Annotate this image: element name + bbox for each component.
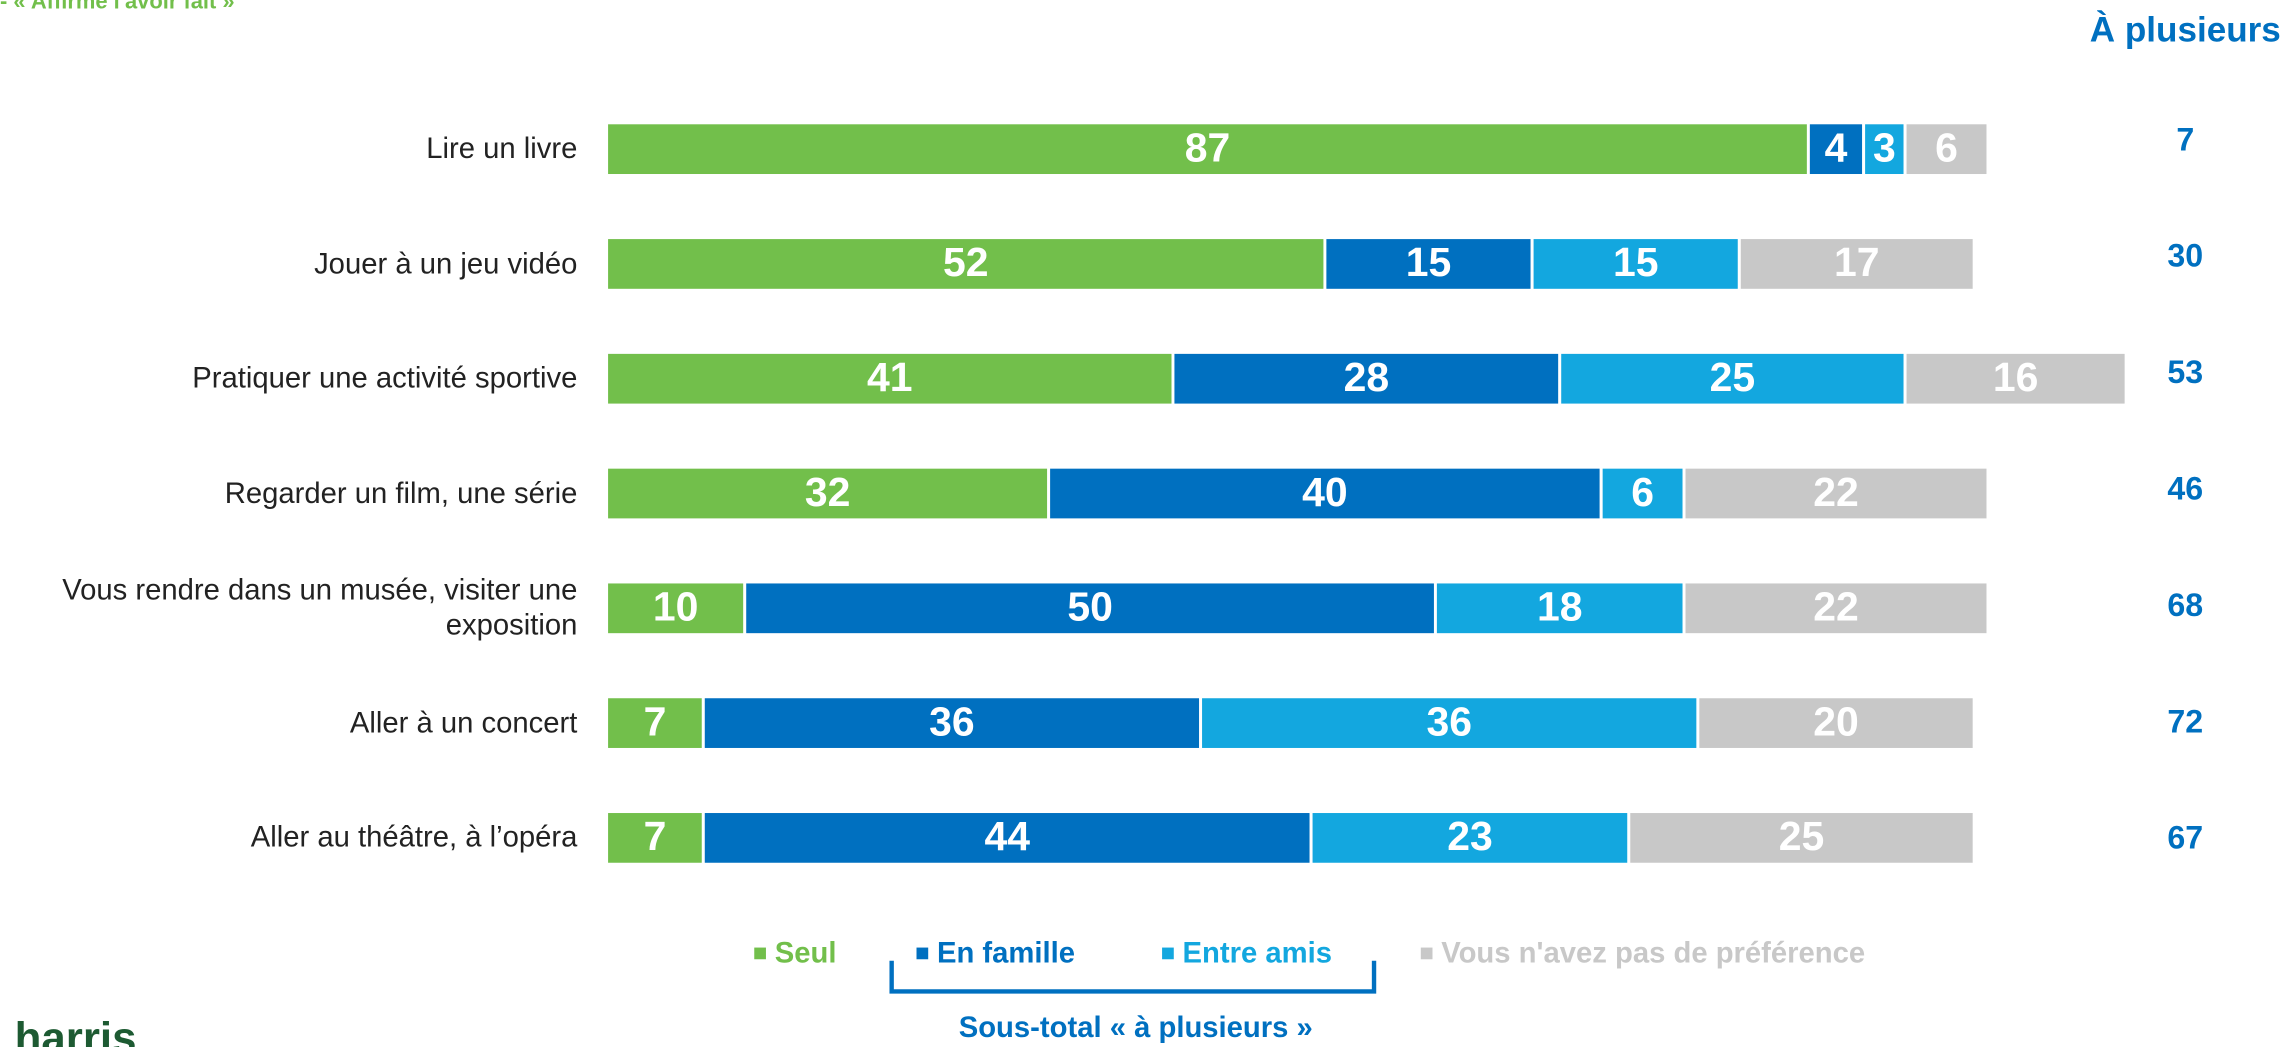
legend-swatch (1420, 947, 1433, 960)
bar-segment (605, 350, 1175, 407)
category-label-box: Lire un livre (426, 133, 578, 166)
bar-segment (605, 695, 705, 751)
legend-label: En famille (937, 938, 1075, 970)
bar-segment (1047, 465, 1603, 522)
value-label: 22 (1813, 584, 1859, 630)
value-label: 4 (1825, 124, 1848, 170)
subtotal-bracket (889, 960, 1377, 994)
category-label-box: Vous rendre dans un musée, visiter une e… (62, 574, 578, 642)
bar-segment (605, 580, 747, 637)
bar-segment (1558, 350, 1907, 407)
category-label-box: Aller à un concert (349, 707, 578, 740)
legend-label: Entre amis (1183, 938, 1332, 970)
value-label: 36 (929, 698, 975, 744)
subtotal-label: Sous-total « à plusieurs » (959, 1012, 1313, 1044)
value-label: 22 (1813, 469, 1859, 515)
bar-segment (1599, 465, 1686, 522)
logo: harris (15, 1014, 137, 1047)
value-label: 44 (984, 813, 1030, 859)
bar-segment (743, 580, 1437, 637)
bar-segment (1627, 810, 1976, 866)
bar-segment (1682, 580, 1990, 637)
value-label: 32 (805, 469, 851, 515)
legend-swatch (1162, 947, 1174, 960)
bar-segment (1682, 465, 1990, 522)
value-label: 6 (1631, 469, 1654, 515)
subtotal-title: À plusieurs (2090, 9, 2281, 49)
legend-label: Vous n'avez pas de préférence (1441, 938, 1865, 970)
category-label-box: Regarder un film, une série (224, 477, 578, 510)
value-label: 50 (1067, 584, 1113, 630)
category-label-box: Jouer à un jeu vidéo (314, 247, 578, 281)
subtotal-value: 53 (2167, 354, 2203, 390)
category-label: Regarder un film, une série (224, 477, 578, 510)
subtotal-value: 46 (2167, 471, 2203, 507)
bar-segment (1737, 236, 1976, 292)
legend-swatch (916, 947, 929, 960)
value-label: 25 (1779, 813, 1825, 859)
value-label: 41 (867, 354, 913, 400)
value-label: 3 (1873, 124, 1896, 170)
value-label: 7 (644, 813, 667, 859)
value-label: 16 (1993, 354, 2039, 400)
value-label: 52 (943, 239, 989, 285)
value-label: 6 (1935, 124, 1958, 170)
bar-segment (701, 810, 1313, 866)
value-label: 36 (1426, 698, 1472, 744)
bar-segment (1199, 695, 1700, 751)
note: - « Affirme l'avoir fait » (0, 0, 235, 14)
bar-segment (1903, 121, 1990, 177)
value-label: 25 (1710, 354, 1756, 400)
value-label: 18 (1537, 584, 1583, 630)
bar-segment (1903, 350, 2128, 407)
bar-segment (1696, 695, 1976, 751)
category-label: Lire un livre (426, 133, 578, 166)
category-label: Aller à un concert (349, 707, 578, 740)
category-label: Aller au théâtre, à l’opéra (250, 821, 578, 854)
value-label: 15 (1406, 239, 1452, 285)
value-label: 17 (1834, 239, 1880, 285)
bar-segment (1862, 121, 1907, 177)
value-label: 28 (1344, 354, 1390, 400)
legend-swatch (754, 947, 766, 960)
bar-segment (1433, 580, 1686, 637)
value-label: 40 (1302, 469, 1348, 515)
subtotal-value: 72 (2167, 703, 2203, 739)
category-label-box: Aller au théâtre, à l’opéra (250, 821, 578, 854)
value-label: 10 (653, 584, 699, 630)
bar-segment (1309, 810, 1631, 866)
category-label: Pratiquer une activité sportive (192, 362, 578, 395)
category-label: Jouer à un jeu vidéo (314, 247, 578, 281)
value-label: 23 (1447, 813, 1493, 859)
subtotal-value: 7 (2176, 121, 2194, 157)
category-label-box: Pratiquer une activité sportive (192, 362, 578, 395)
bar-segment (605, 465, 1051, 522)
value-label: 87 (1185, 124, 1231, 170)
category-label: Vous rendre dans un musée, visiter une e… (62, 574, 578, 642)
subtotal-value: 30 (2167, 238, 2203, 274)
bar-segment (1171, 350, 1562, 407)
subtotal-value: 67 (2167, 820, 2203, 856)
subtotal-value: 68 (2167, 587, 2203, 623)
value-label: 7 (644, 698, 667, 744)
legend-label: Seul (775, 938, 837, 970)
value-label: 20 (1813, 698, 1859, 744)
value-label: 15 (1613, 239, 1659, 285)
